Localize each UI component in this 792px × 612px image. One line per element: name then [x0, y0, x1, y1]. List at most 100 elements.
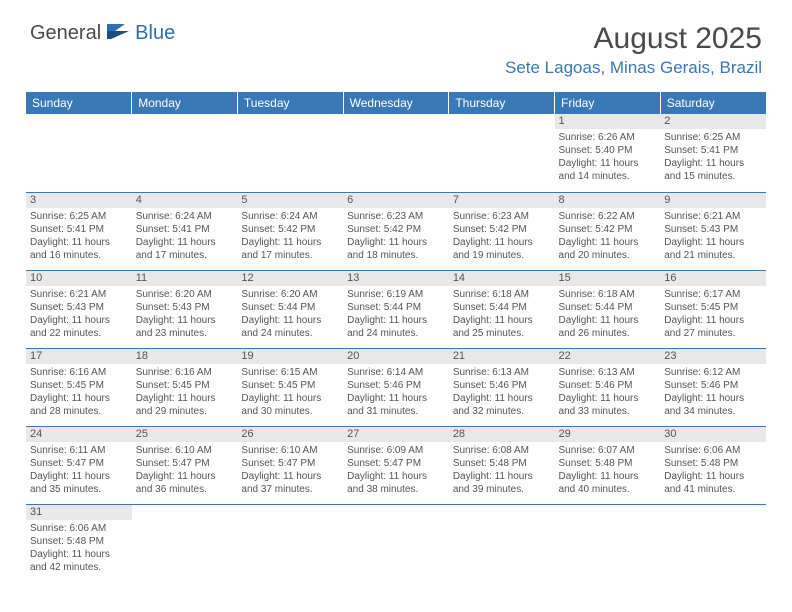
day-number: 6 — [343, 193, 449, 208]
calendar-cell: 28Sunrise: 6:08 AMSunset: 5:48 PMDayligh… — [449, 426, 555, 504]
title-block: August 2025 Sete Lagoas, Minas Gerais, B… — [505, 22, 762, 78]
day-details: Sunrise: 6:25 AMSunset: 5:41 PMDaylight:… — [26, 208, 132, 264]
day-details: Sunrise: 6:23 AMSunset: 5:42 PMDaylight:… — [449, 208, 555, 264]
day-number: 29 — [555, 427, 661, 442]
location-subtitle: Sete Lagoas, Minas Gerais, Brazil — [505, 58, 762, 78]
day-details: Sunrise: 6:24 AMSunset: 5:42 PMDaylight:… — [237, 208, 343, 264]
day-details: Sunrise: 6:08 AMSunset: 5:48 PMDaylight:… — [449, 442, 555, 498]
calendar-cell: 25Sunrise: 6:10 AMSunset: 5:47 PMDayligh… — [132, 426, 238, 504]
day-number: 7 — [449, 193, 555, 208]
day-details: Sunrise: 6:06 AMSunset: 5:48 PMDaylight:… — [660, 442, 766, 498]
brand-part2: Blue — [135, 22, 175, 45]
day-details: Sunrise: 6:26 AMSunset: 5:40 PMDaylight:… — [555, 129, 661, 185]
calendar-cell: 24Sunrise: 6:11 AMSunset: 5:47 PMDayligh… — [26, 426, 132, 504]
calendar-cell: 7Sunrise: 6:23 AMSunset: 5:42 PMDaylight… — [449, 192, 555, 270]
calendar-cell: 27Sunrise: 6:09 AMSunset: 5:47 PMDayligh… — [343, 426, 449, 504]
calendar-week: 3Sunrise: 6:25 AMSunset: 5:41 PMDaylight… — [26, 192, 766, 270]
calendar-cell: 6Sunrise: 6:23 AMSunset: 5:42 PMDaylight… — [343, 192, 449, 270]
day-details: Sunrise: 6:23 AMSunset: 5:42 PMDaylight:… — [343, 208, 449, 264]
month-title: August 2025 — [505, 22, 762, 56]
calendar-week: 17Sunrise: 6:16 AMSunset: 5:45 PMDayligh… — [26, 348, 766, 426]
day-number: 16 — [660, 271, 766, 286]
calendar-cell: 16Sunrise: 6:17 AMSunset: 5:45 PMDayligh… — [660, 270, 766, 348]
calendar-cell: 10Sunrise: 6:21 AMSunset: 5:43 PMDayligh… — [26, 270, 132, 348]
calendar-cell — [132, 504, 238, 582]
day-details: Sunrise: 6:25 AMSunset: 5:41 PMDaylight:… — [660, 129, 766, 185]
day-number: 24 — [26, 427, 132, 442]
day-number: 28 — [449, 427, 555, 442]
day-number: 23 — [660, 349, 766, 364]
day-details: Sunrise: 6:09 AMSunset: 5:47 PMDaylight:… — [343, 442, 449, 498]
calendar-cell — [26, 114, 132, 192]
day-details: Sunrise: 6:06 AMSunset: 5:48 PMDaylight:… — [26, 520, 132, 576]
day-details: Sunrise: 6:11 AMSunset: 5:47 PMDaylight:… — [26, 442, 132, 498]
day-number: 8 — [555, 193, 661, 208]
calendar-cell: 21Sunrise: 6:13 AMSunset: 5:46 PMDayligh… — [449, 348, 555, 426]
day-details: Sunrise: 6:14 AMSunset: 5:46 PMDaylight:… — [343, 364, 449, 420]
day-details: Sunrise: 6:10 AMSunset: 5:47 PMDaylight:… — [132, 442, 238, 498]
calendar-cell: 17Sunrise: 6:16 AMSunset: 5:45 PMDayligh… — [26, 348, 132, 426]
calendar-cell: 23Sunrise: 6:12 AMSunset: 5:46 PMDayligh… — [660, 348, 766, 426]
day-number: 19 — [237, 349, 343, 364]
day-details: Sunrise: 6:18 AMSunset: 5:44 PMDaylight:… — [449, 286, 555, 342]
calendar-table: SundayMondayTuesdayWednesdayThursdayFrid… — [26, 92, 766, 582]
calendar-cell: 31Sunrise: 6:06 AMSunset: 5:48 PMDayligh… — [26, 504, 132, 582]
day-number: 26 — [237, 427, 343, 442]
day-details: Sunrise: 6:13 AMSunset: 5:46 PMDaylight:… — [555, 364, 661, 420]
day-details: Sunrise: 6:24 AMSunset: 5:41 PMDaylight:… — [132, 208, 238, 264]
page-header: General Blue August 2025 Sete Lagoas, Mi… — [0, 0, 792, 86]
calendar-cell — [343, 504, 449, 582]
day-number: 27 — [343, 427, 449, 442]
day-details: Sunrise: 6:13 AMSunset: 5:46 PMDaylight:… — [449, 364, 555, 420]
calendar-cell — [555, 504, 661, 582]
day-number: 9 — [660, 193, 766, 208]
day-number: 12 — [237, 271, 343, 286]
calendar-cell: 12Sunrise: 6:20 AMSunset: 5:44 PMDayligh… — [237, 270, 343, 348]
day-number: 31 — [26, 505, 132, 520]
day-details: Sunrise: 6:16 AMSunset: 5:45 PMDaylight:… — [132, 364, 238, 420]
calendar-cell: 22Sunrise: 6:13 AMSunset: 5:46 PMDayligh… — [555, 348, 661, 426]
calendar-cell: 26Sunrise: 6:10 AMSunset: 5:47 PMDayligh… — [237, 426, 343, 504]
day-number: 4 — [132, 193, 238, 208]
calendar-cell — [237, 504, 343, 582]
calendar-cell: 20Sunrise: 6:14 AMSunset: 5:46 PMDayligh… — [343, 348, 449, 426]
day-details: Sunrise: 6:10 AMSunset: 5:47 PMDaylight:… — [237, 442, 343, 498]
calendar-cell: 5Sunrise: 6:24 AMSunset: 5:42 PMDaylight… — [237, 192, 343, 270]
calendar-cell: 15Sunrise: 6:18 AMSunset: 5:44 PMDayligh… — [555, 270, 661, 348]
calendar-cell: 8Sunrise: 6:22 AMSunset: 5:42 PMDaylight… — [555, 192, 661, 270]
day-number: 21 — [449, 349, 555, 364]
day-number: 15 — [555, 271, 661, 286]
calendar-cell: 9Sunrise: 6:21 AMSunset: 5:43 PMDaylight… — [660, 192, 766, 270]
calendar-cell — [449, 114, 555, 192]
calendar-cell — [237, 114, 343, 192]
days-of-week-row: SundayMondayTuesdayWednesdayThursdayFrid… — [26, 92, 766, 114]
day-header: Friday — [555, 92, 661, 114]
day-number: 1 — [555, 114, 661, 129]
calendar-cell — [660, 504, 766, 582]
day-details: Sunrise: 6:16 AMSunset: 5:45 PMDaylight:… — [26, 364, 132, 420]
calendar-cell: 3Sunrise: 6:25 AMSunset: 5:41 PMDaylight… — [26, 192, 132, 270]
calendar-week: 1Sunrise: 6:26 AMSunset: 5:40 PMDaylight… — [26, 114, 766, 192]
day-number: 3 — [26, 193, 132, 208]
day-number: 11 — [132, 271, 238, 286]
day-number: 30 — [660, 427, 766, 442]
day-number: 20 — [343, 349, 449, 364]
calendar-cell: 30Sunrise: 6:06 AMSunset: 5:48 PMDayligh… — [660, 426, 766, 504]
calendar-cell: 18Sunrise: 6:16 AMSunset: 5:45 PMDayligh… — [132, 348, 238, 426]
day-details: Sunrise: 6:15 AMSunset: 5:45 PMDaylight:… — [237, 364, 343, 420]
brand-logo: General Blue — [30, 22, 175, 45]
day-details: Sunrise: 6:17 AMSunset: 5:45 PMDaylight:… — [660, 286, 766, 342]
calendar-cell: 29Sunrise: 6:07 AMSunset: 5:48 PMDayligh… — [555, 426, 661, 504]
day-number: 25 — [132, 427, 238, 442]
day-number: 13 — [343, 271, 449, 286]
day-number: 2 — [660, 114, 766, 129]
day-header: Sunday — [26, 92, 132, 114]
calendar-cell — [449, 504, 555, 582]
day-number: 14 — [449, 271, 555, 286]
day-details: Sunrise: 6:12 AMSunset: 5:46 PMDaylight:… — [660, 364, 766, 420]
day-header: Saturday — [660, 92, 766, 114]
calendar-cell — [132, 114, 238, 192]
day-number: 10 — [26, 271, 132, 286]
calendar-cell: 19Sunrise: 6:15 AMSunset: 5:45 PMDayligh… — [237, 348, 343, 426]
day-details: Sunrise: 6:20 AMSunset: 5:44 PMDaylight:… — [237, 286, 343, 342]
